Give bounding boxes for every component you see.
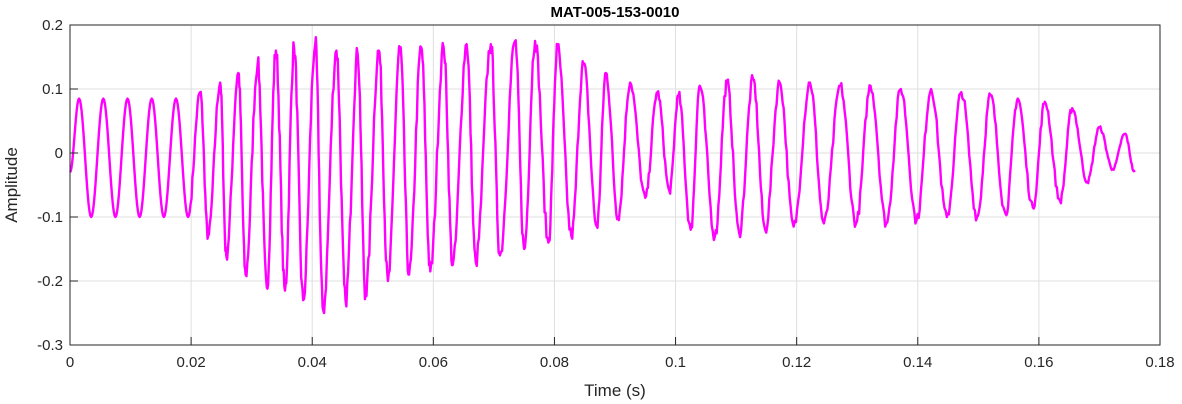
y-tick-labels: -0.3 -0.2 -0.1 0 0.1 0.2 xyxy=(37,17,78,354)
x-tick-label: 0.04 xyxy=(298,354,327,371)
x-axis-label: Time (s) xyxy=(584,381,646,400)
x-tick-label: 0 xyxy=(66,354,74,371)
y-tick-label: -0.1 xyxy=(37,209,63,226)
x-tick-label: 0.1 xyxy=(665,354,686,371)
y-tick-label: 0.2 xyxy=(42,17,63,34)
chart-title: MAT-005-153-0010 xyxy=(551,4,680,21)
waveform-series-line xyxy=(69,36,1136,315)
x-tick-label: 0.18 xyxy=(1145,354,1174,371)
x-tick-label: 0.16 xyxy=(1024,354,1053,371)
x-tick-label: 0.02 xyxy=(177,354,206,371)
axes-box xyxy=(69,24,1161,346)
y-tick-label: 0.1 xyxy=(42,81,63,98)
x-tick-labels: 0 0.02 0.04 0.06 0.08 0.1 0.12 0.14 0.16 0.18 xyxy=(66,337,1175,371)
y-tick-label: 0 xyxy=(55,145,63,162)
x-tick-label: 0.14 xyxy=(903,354,932,371)
y-axis-label: Amplitude xyxy=(2,147,21,223)
x-tick-label: 0.06 xyxy=(419,354,448,371)
plot-area xyxy=(69,36,1136,315)
x-tick-label: 0.08 xyxy=(540,354,569,371)
x-tick-label: 0.12 xyxy=(782,354,811,371)
y-tick-label: -0.2 xyxy=(37,273,63,290)
y-tick-label: -0.3 xyxy=(37,337,63,354)
